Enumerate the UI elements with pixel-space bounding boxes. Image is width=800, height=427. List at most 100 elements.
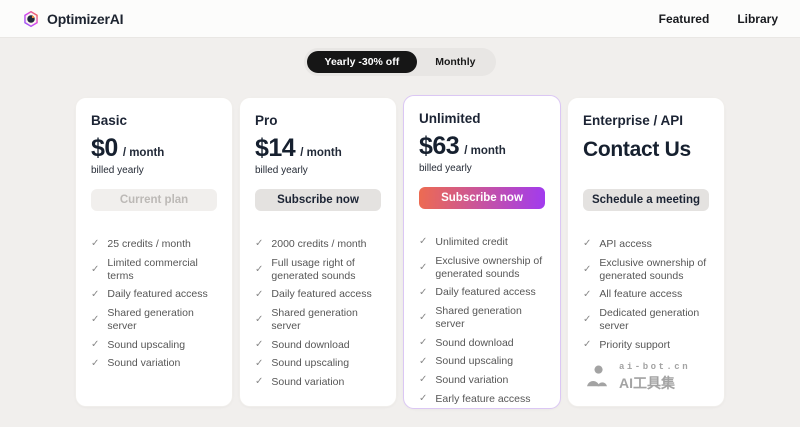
plan-card: Basic $0 / month billed yearly Current p… [75, 97, 233, 407]
feature-item: ✓ Unlimited credit [419, 236, 545, 249]
feature-label: 25 credits / month [107, 238, 191, 250]
check-icon: ✓ [255, 357, 264, 369]
check-icon: ✓ [583, 313, 592, 325]
feature-label: Daily featured access [271, 288, 372, 301]
feature-item: ✓ Sound download [255, 339, 381, 352]
feature-list: ✓ 2000 credits / month ✓ Full usage righ… [255, 238, 381, 389]
feature-item: ✓ Early feature access [419, 393, 545, 406]
feature-item: ✓ 25 credits / month [91, 238, 217, 251]
nav-library[interactable]: Library [737, 11, 778, 26]
feature-label: Priority support [599, 338, 670, 351]
feature-label: Sound variation [271, 376, 345, 388]
check-icon: ✓ [255, 376, 264, 388]
feature-item: ✓ Priority support [583, 339, 709, 352]
plan-name: Enterprise / API [583, 113, 684, 128]
check-icon: ✓ [419, 286, 428, 298]
header-nav: Featured Library [659, 12, 778, 26]
watermark: ai-bot.cn AI工具集 [585, 362, 709, 393]
feature-label: Limited commercial terms [107, 256, 198, 282]
feature-item: ✓ Sound upscaling [255, 357, 381, 370]
check-icon: ✓ [91, 238, 100, 250]
brand[interactable]: OptimizerAI [22, 10, 124, 28]
feature-label: Shared generation server [107, 307, 194, 333]
plan-price-period: / month [122, 147, 165, 159]
check-icon: ✓ [255, 339, 264, 351]
plan-cta-button[interactable]: Schedule a meeting [583, 189, 709, 211]
pricing-page: Yearly -30% off Monthly Basic $0 / month… [0, 48, 800, 409]
plan-price-area: $0 / month billed yearly [91, 135, 217, 182]
plan-cta-button[interactable]: Subscribe now [419, 187, 545, 209]
check-icon: ✓ [91, 263, 100, 275]
watermark-domain: ai-bot.cn [619, 361, 691, 372]
feature-item: ✓ Sound variation [419, 374, 545, 387]
check-icon: ✓ [91, 339, 100, 351]
feature-label: Sound variation [435, 374, 509, 386]
plan-cta-button[interactable]: Subscribe now [255, 189, 381, 211]
feature-label: All feature access [599, 288, 683, 301]
feature-label: Daily featured access [435, 286, 536, 299]
feature-label: 2000 credits / month [271, 238, 367, 250]
check-icon: ✓ [91, 288, 100, 300]
watermark-logo-icon [585, 365, 613, 389]
feature-label: Exclusive ownership of generated sounds [435, 254, 543, 280]
plan-name: Basic [91, 113, 128, 128]
feature-item: ✓ Limited commercial terms [91, 257, 217, 283]
plan-price: $14 [255, 134, 296, 162]
feature-label: Full usage right of generated sounds [271, 256, 356, 282]
feature-label: Unlimited credit [435, 236, 508, 248]
feature-label: Dedicated generation server [599, 307, 700, 333]
plan-name: Unlimited [419, 111, 481, 126]
check-icon: ✓ [91, 357, 100, 369]
check-icon: ✓ [583, 288, 592, 300]
feature-label: Exclusive ownership of generated sounds [599, 256, 707, 282]
feature-label: Sound download [271, 338, 350, 351]
plan-price-period: / month [464, 145, 506, 157]
feature-item: ✓ Full usage right of generated sounds [255, 257, 381, 283]
plans-row: Basic $0 / month billed yearly Current p… [0, 95, 800, 409]
feature-label: Early feature access [435, 392, 531, 405]
toggle-yearly-option[interactable]: Yearly -30% off [306, 51, 418, 73]
check-icon: ✓ [419, 311, 428, 323]
plan-card: Enterprise / API Contact Us Schedule a m… [567, 97, 725, 407]
plan-cta-button[interactable]: Current plan [91, 189, 217, 211]
feature-label: Sound upscaling [435, 355, 514, 368]
feature-label: Shared generation server [435, 305, 522, 331]
check-icon: ✓ [583, 238, 592, 250]
feature-item: ✓ Daily featured access [91, 288, 217, 301]
feature-label: API access [599, 238, 652, 250]
billing-toggle: Yearly -30% off Monthly [303, 48, 497, 76]
plan-card: Unlimited $63 / month billed yearly Subs… [403, 95, 561, 409]
plan-card: Pro $14 / month billed yearly Subscribe … [239, 97, 397, 407]
feature-item: ✓ Exclusive ownership of generated sound… [583, 257, 709, 283]
feature-item: ✓ All feature access [583, 288, 709, 301]
check-icon: ✓ [583, 263, 592, 275]
check-icon: ✓ [583, 339, 592, 351]
plan-name: Pro [255, 113, 278, 128]
plan-price-area: Contact Us [583, 135, 709, 182]
feature-label: Sound download [435, 336, 514, 349]
feature-item: ✓ Daily featured access [419, 286, 545, 299]
billing-note: billed yearly [419, 163, 472, 175]
feature-item: ✓ Sound download [419, 337, 545, 350]
feature-label: Daily featured access [107, 288, 208, 301]
check-icon: ✓ [255, 288, 264, 300]
check-icon: ✓ [91, 313, 100, 325]
check-icon: ✓ [255, 238, 264, 250]
billing-note: billed yearly [91, 165, 144, 177]
check-icon: ✓ [419, 261, 428, 273]
brand-logo-icon [22, 10, 40, 28]
toggle-monthly-option[interactable]: Monthly [417, 51, 493, 73]
check-icon: ✓ [255, 263, 264, 275]
check-icon: ✓ [419, 392, 428, 404]
feature-item: ✓ Exclusive ownership of generated sound… [419, 255, 545, 281]
feature-item: ✓ Sound variation [91, 357, 217, 370]
feature-label: Shared generation server [271, 307, 358, 333]
check-icon: ✓ [419, 337, 428, 349]
feature-item: ✓ Dedicated generation server [583, 307, 709, 333]
nav-featured[interactable]: Featured [658, 11, 710, 26]
watermark-title: AI工具集 [619, 374, 675, 391]
check-icon: ✓ [419, 374, 428, 386]
header: OptimizerAI Featured Library [0, 0, 800, 38]
plan-price: $63 [419, 132, 460, 160]
feature-list: ✓ 25 credits / month ✓ Limited commercia… [91, 238, 217, 371]
